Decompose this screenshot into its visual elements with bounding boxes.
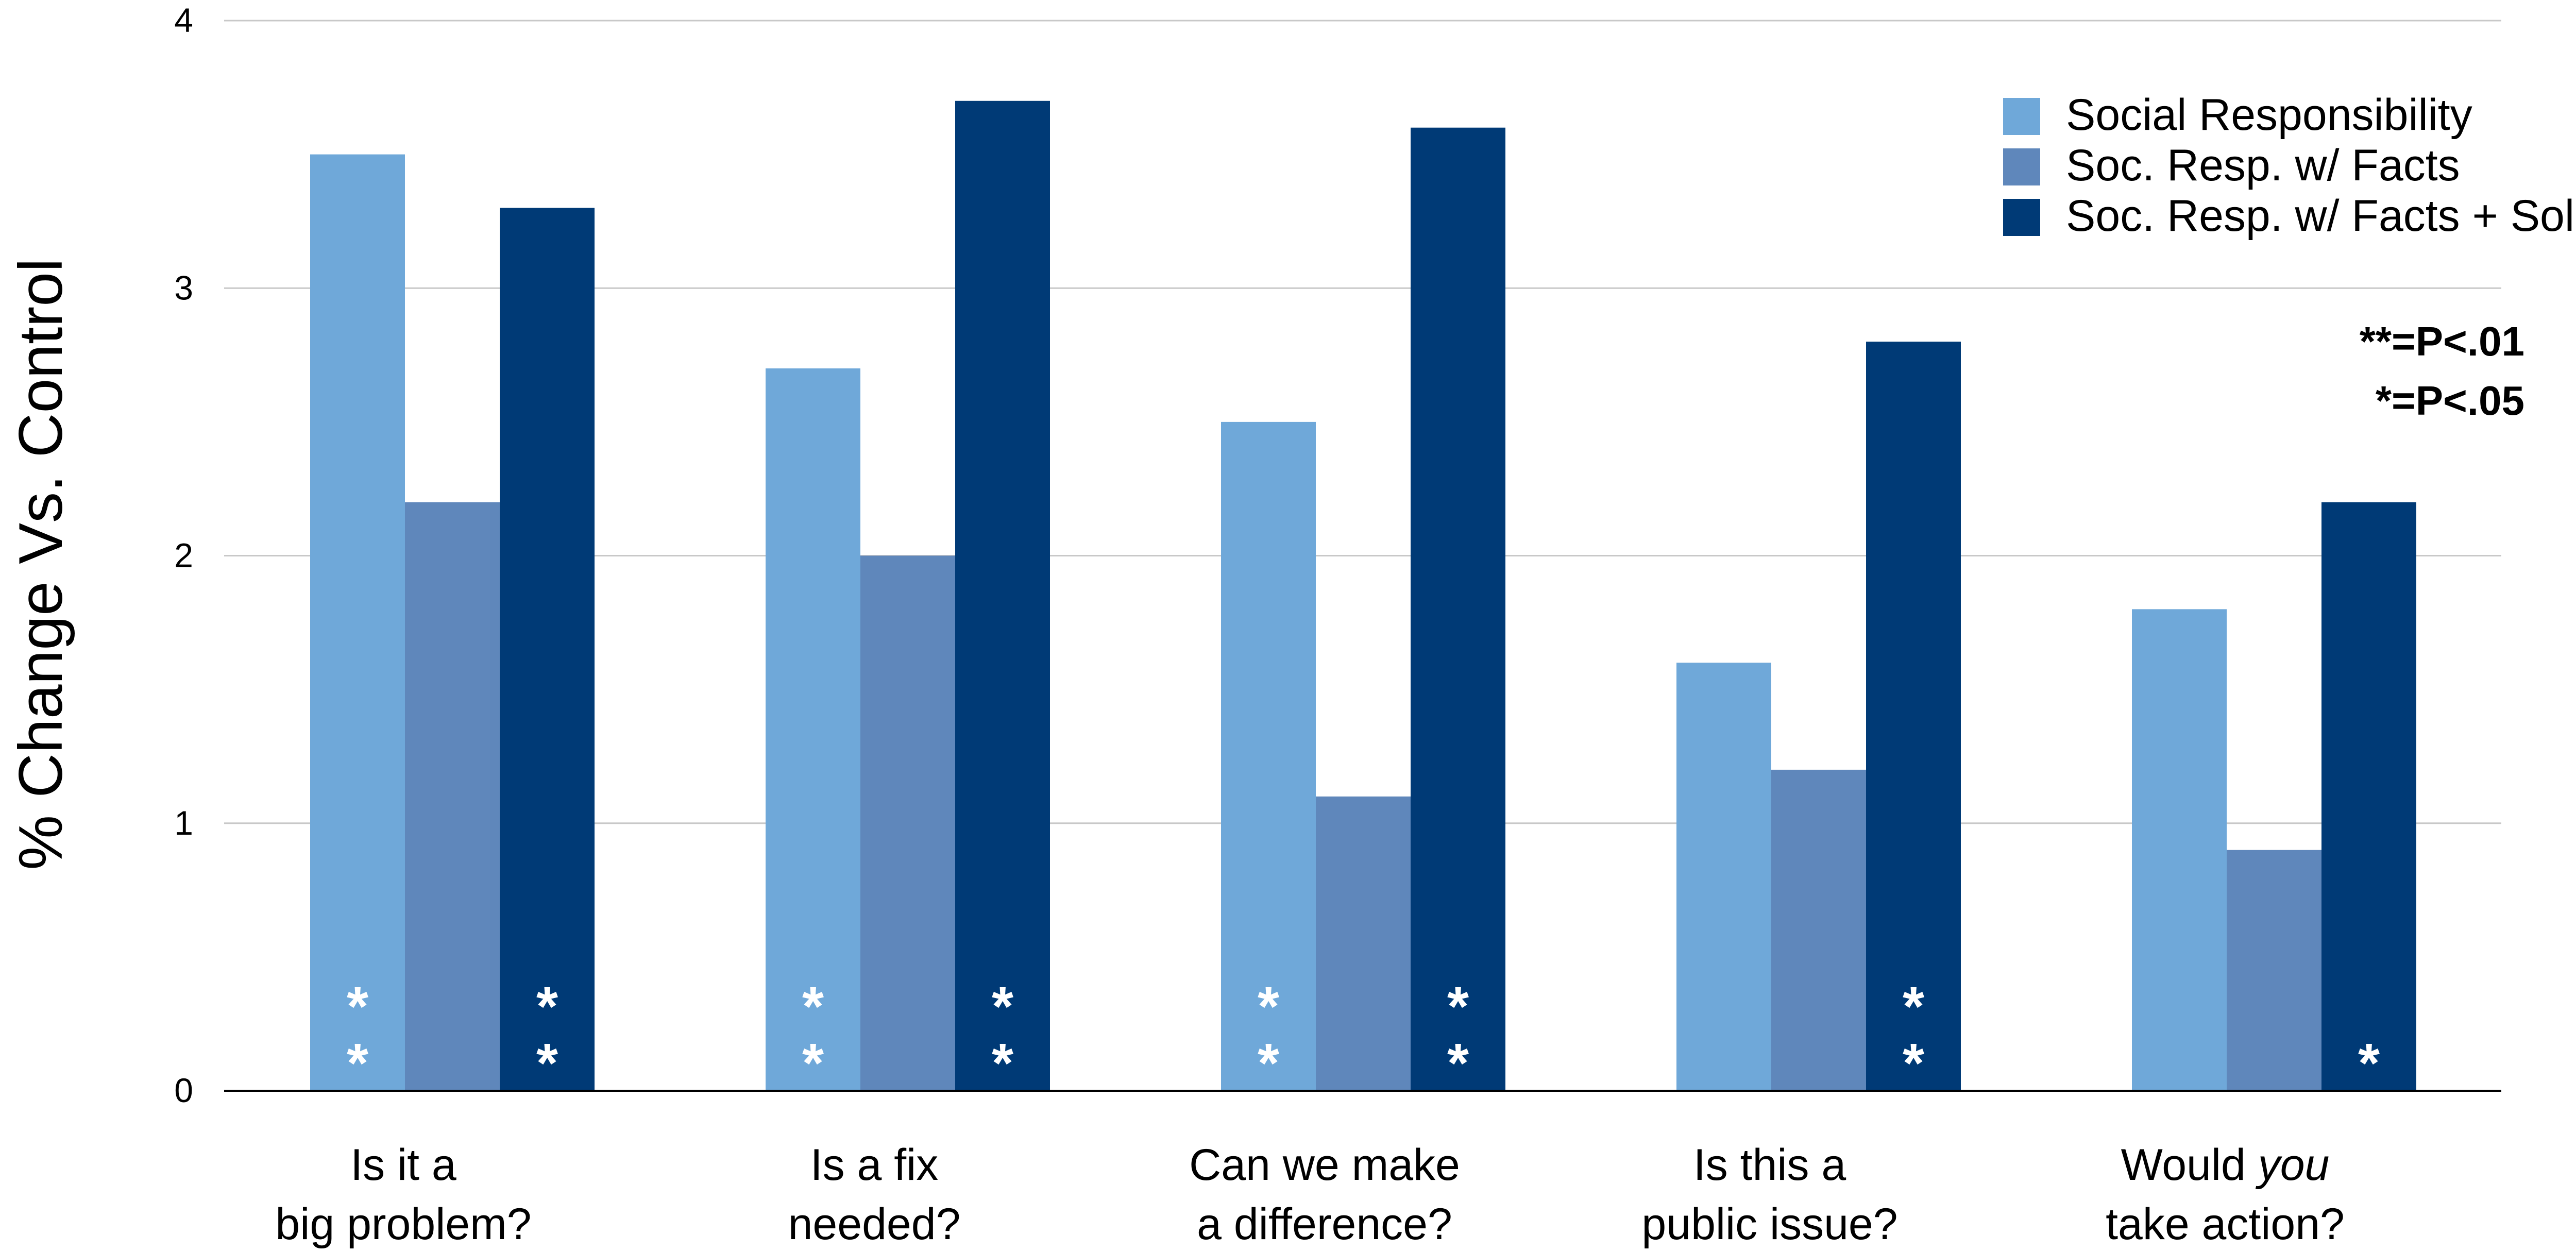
bar (1316, 796, 1411, 1091)
legend-entry: Social Responsibility (2066, 90, 2472, 140)
category-label: Is this a (1693, 1140, 1846, 1190)
y-tick-label: 1 (174, 804, 193, 842)
category-label: public issue? (1641, 1199, 1897, 1249)
legend-swatch (2003, 199, 2040, 236)
bar (500, 208, 595, 1091)
significance-note: *=P<.05 (2376, 378, 2524, 424)
bar (1866, 342, 1961, 1091)
y-tick-label: 2 (174, 536, 193, 574)
category-label: a difference? (1197, 1199, 1452, 1249)
legend-swatch (2003, 148, 2040, 185)
legend-entry: Soc. Resp. w/ Facts (2066, 141, 2460, 190)
bar (860, 555, 955, 1091)
significance-star: * (1903, 1032, 1924, 1094)
bar (310, 154, 405, 1091)
significance-star: * (1258, 1032, 1279, 1094)
significance-star: * (347, 975, 368, 1037)
significance-star: * (802, 1032, 824, 1094)
bar (1676, 663, 1771, 1091)
significance-star: * (536, 1032, 558, 1094)
category-labels: Is it a big problem? Is a fix needed? Can we… (275, 1140, 2344, 1249)
significance-star: * (1258, 975, 1279, 1037)
y-tick-label: 4 (174, 1, 193, 39)
y-tick-labels: 0 1 2 3 4 (174, 1, 193, 1109)
category-label: Is it a (350, 1140, 456, 1190)
category-label: big problem? (275, 1199, 531, 1249)
significance-star: * (2358, 1032, 2380, 1094)
bar (1411, 127, 1505, 1091)
bars (310, 100, 2416, 1091)
y-tick-label: 0 (174, 1071, 193, 1109)
significance-star: * (1447, 975, 1469, 1037)
category-label: Is a fix (810, 1140, 939, 1190)
category-label: Can we make (1189, 1140, 1460, 1190)
significance-star: * (802, 975, 824, 1037)
category-label: take action? (2106, 1199, 2345, 1249)
legend-swatch (2003, 98, 2040, 135)
significance-markers: ************** * (347, 975, 2380, 1094)
significance-star: * (992, 975, 1013, 1037)
bar (405, 502, 500, 1091)
category-label: Would you (2121, 1140, 2330, 1190)
significance-star: * (536, 975, 558, 1037)
bar (955, 100, 1050, 1091)
bar (1771, 769, 1866, 1091)
category-label: needed? (788, 1199, 961, 1249)
significance-note: **=P<.01 (2360, 318, 2524, 364)
y-tick-label: 3 (174, 268, 193, 307)
bar (2132, 609, 2227, 1091)
bar (2321, 502, 2416, 1091)
legend-entry: Soc. Resp. w/ Facts + Solu (2066, 191, 2576, 241)
significance-notes: **=P<.01 *=P<.05 (2360, 318, 2524, 424)
y-axis-label: % Change Vs. Control (6, 258, 75, 870)
significance-star: * (1903, 975, 1924, 1037)
significance-star: * (1447, 1032, 1469, 1094)
significance-star: * (347, 1032, 368, 1094)
significance-star: * (992, 1032, 1013, 1094)
bar (2227, 850, 2321, 1091)
bar (1221, 421, 1316, 1091)
bar (766, 368, 860, 1091)
